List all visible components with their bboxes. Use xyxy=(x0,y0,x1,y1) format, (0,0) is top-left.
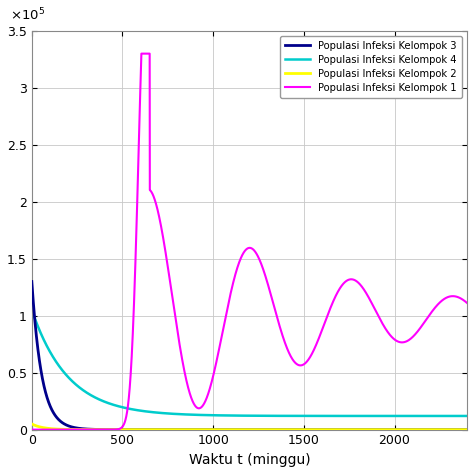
Populasi Infeksi Kelompok 4 xyxy=(352,413,357,419)
Line: Populasi Infeksi Kelompok 2: Populasi Infeksi Kelompok 2 xyxy=(32,424,467,429)
Line: Populasi Infeksi Kelompok 4: Populasi Infeksi Kelompok 4 xyxy=(32,310,467,416)
Populasi Infeksi Kelompok 2 xyxy=(286,427,292,432)
Populasi Infeksi Kelompok 3 xyxy=(51,410,56,416)
Populasi Infeksi Kelompok 3 xyxy=(29,279,35,284)
Populasi Infeksi Kelompok 2 xyxy=(464,427,470,432)
Populasi Infeksi Kelompok 4 xyxy=(464,413,470,419)
Populasi Infeksi Kelompok 1 xyxy=(187,390,192,395)
Populasi Infeksi Kelompok 1 xyxy=(29,427,35,432)
Populasi Infeksi Kelompok 1 xyxy=(138,51,144,56)
Populasi Infeksi Kelompok 1 xyxy=(306,357,311,363)
Text: $\times 10^5$: $\times 10^5$ xyxy=(10,6,45,23)
Populasi Infeksi Kelompok 2 xyxy=(305,427,311,432)
Populasi Infeksi Kelompok 2 xyxy=(29,421,35,427)
Populasi Infeksi Kelompok 3 xyxy=(305,427,311,432)
Populasi Infeksi Kelompok 2 xyxy=(187,427,192,432)
Populasi Infeksi Kelompok 4 xyxy=(375,413,381,419)
Populasi Infeksi Kelompok 3 xyxy=(352,427,357,432)
Line: Populasi Infeksi Kelompok 3: Populasi Infeksi Kelompok 3 xyxy=(32,282,467,429)
Populasi Infeksi Kelompok 4 xyxy=(187,412,192,418)
X-axis label: Waktu t (minggu): Waktu t (minggu) xyxy=(189,453,310,467)
Populasi Infeksi Kelompok 3 xyxy=(286,427,292,432)
Populasi Infeksi Kelompok 1 xyxy=(287,351,292,356)
Populasi Infeksi Kelompok 2 xyxy=(352,427,357,432)
Populasi Infeksi Kelompok 4 xyxy=(286,413,292,419)
Line: Populasi Infeksi Kelompok 1: Populasi Infeksi Kelompok 1 xyxy=(32,54,467,429)
Populasi Infeksi Kelompok 1 xyxy=(352,277,357,283)
Populasi Infeksi Kelompok 3 xyxy=(375,427,381,432)
Populasi Infeksi Kelompok 1 xyxy=(51,427,56,432)
Populasi Infeksi Kelompok 3 xyxy=(187,427,192,432)
Populasi Infeksi Kelompok 4 xyxy=(51,355,56,361)
Populasi Infeksi Kelompok 2 xyxy=(51,426,56,432)
Populasi Infeksi Kelompok 3 xyxy=(464,427,470,432)
Populasi Infeksi Kelompok 2 xyxy=(375,427,381,432)
Populasi Infeksi Kelompok 4 xyxy=(305,413,311,419)
Populasi Infeksi Kelompok 1 xyxy=(464,300,470,306)
Legend: Populasi Infeksi Kelompok 3, Populasi Infeksi Kelompok 4, Populasi Infeksi Kelom: Populasi Infeksi Kelompok 3, Populasi In… xyxy=(281,36,462,98)
Populasi Infeksi Kelompok 4 xyxy=(29,307,35,313)
Populasi Infeksi Kelompok 1 xyxy=(375,312,381,318)
